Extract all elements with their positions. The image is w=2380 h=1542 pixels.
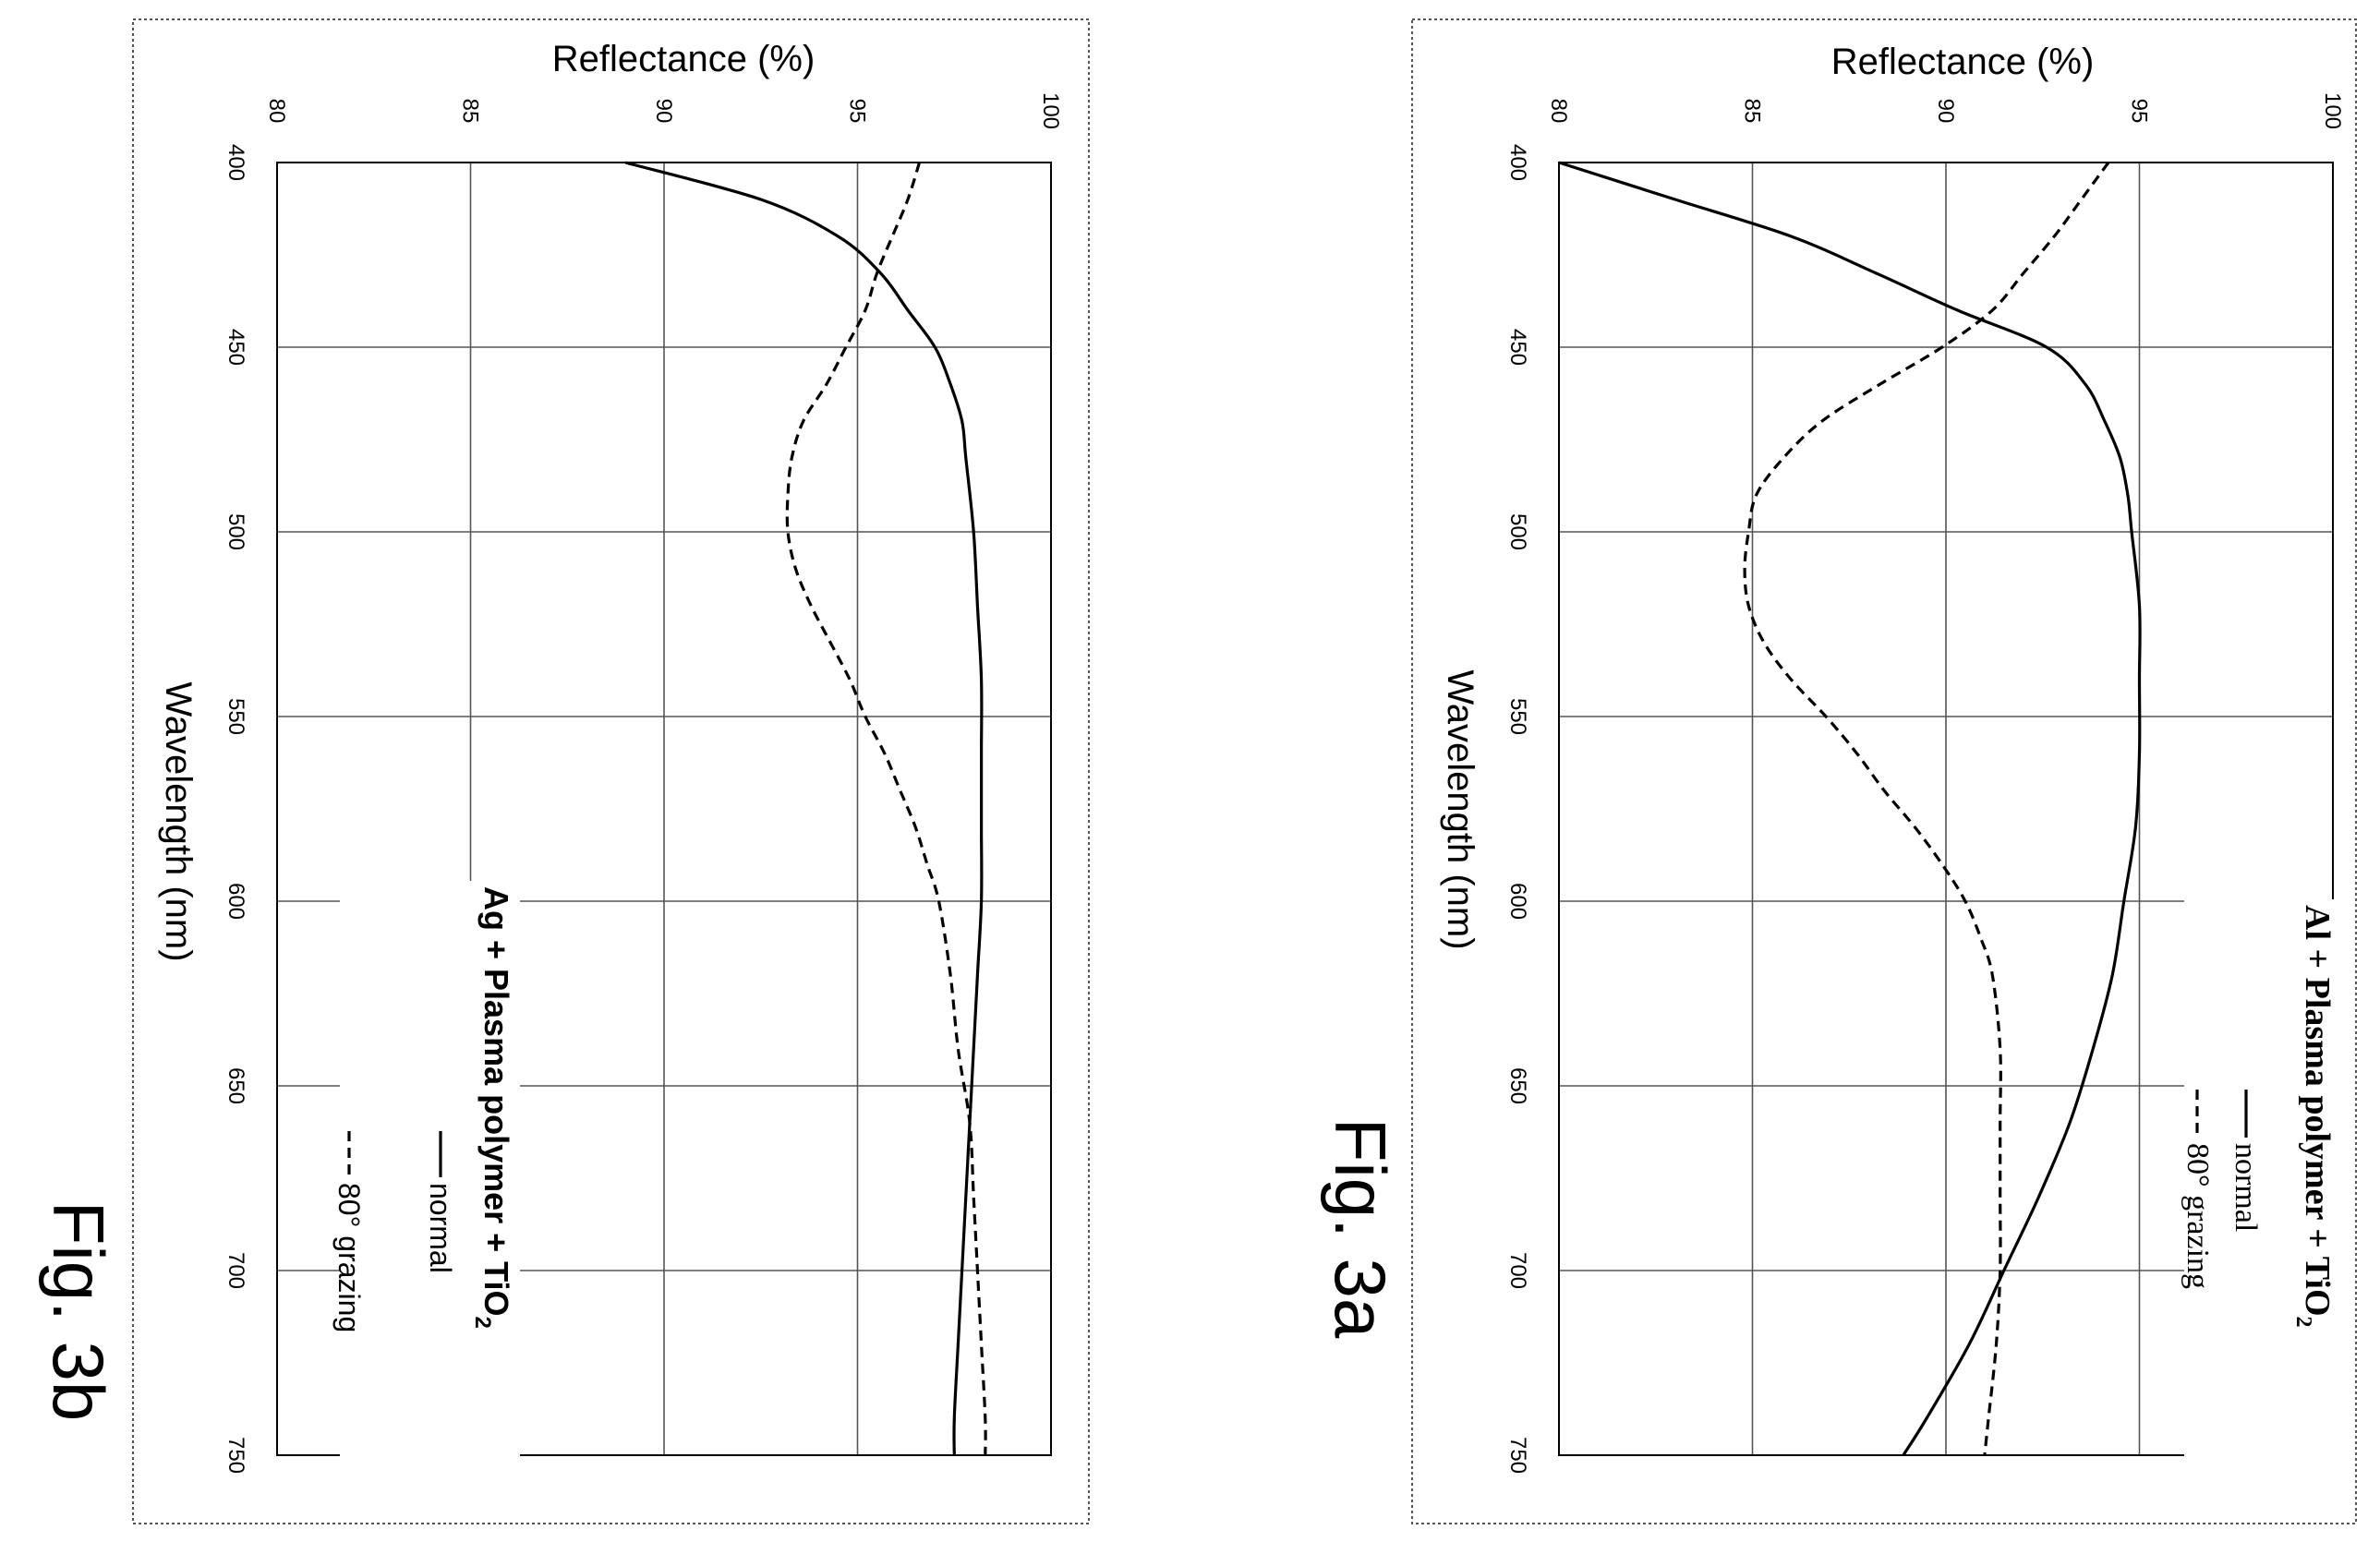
wavelength-tick-label: 550 (224, 698, 248, 735)
figure-3b-series (624, 161, 987, 1456)
figure-3b: 400 450 500 550 600 650 700 750 80 85 90 95 100 Ref… (38, 18, 1090, 1524)
wavelength-tick-label: 750 (224, 1437, 248, 1474)
figure-3b-legend-grazing-label: 80° grazing (332, 1183, 366, 1332)
reflectance-tick-label: 80 (264, 99, 289, 124)
figure-3b-wavelength-axis-label: Wavelength (nm) (158, 681, 199, 961)
figure-3b-legend-title: Ag + Plasma polymer + TiO2 (470, 886, 515, 1329)
reflectance-tick-label: 80 (1546, 99, 1571, 124)
figure-3b-legend-normal-label: normal (424, 1183, 457, 1273)
fig3b-series-grazing-line (785, 162, 987, 1456)
figure-3b-frame (132, 18, 1090, 1524)
reflectance-tick-label: 85 (1740, 99, 1765, 124)
figure-3a-label: Fig. 3a (1320, 1118, 1401, 1339)
fig3a-series-normal-line (1558, 161, 2142, 1456)
figure-3a-wavelength-axis-label: Wavelength (nm) (1440, 669, 1480, 949)
fig3a-series-grazing-line (1743, 162, 2110, 1456)
wavelength-tick-label: 500 (224, 513, 248, 550)
figure-3b-wavelength-ticks: 400 450 500 550 600 650 700 750 (224, 144, 248, 1474)
wavelength-tick-label: 700 (224, 1252, 248, 1289)
figure-3a-wavelength-ticks: 400 450 500 550 600 650 700 750 (1505, 144, 1530, 1474)
figure-3b-legend-background (340, 881, 520, 1458)
figure-3a-legend-title: Al + Plasma polymer + TiO2 (2291, 905, 2337, 1328)
wavelength-tick-label: 550 (1505, 698, 1530, 735)
figure-3a: 400 450 500 550 600 650 700 750 80 85 90 95 100 Ref… (1320, 18, 2357, 1524)
figure-3a-legend-title-subscript: 2 (2291, 1317, 2315, 1328)
figure-3b-legend-title-main: Ag + Plasma polymer + TiO (477, 886, 515, 1317)
figure-3b-plot-area: 400 450 500 550 600 650 700 750 80 85 90 95 100 (224, 92, 1063, 1474)
reflectance-tick-label: 100 (1038, 92, 1063, 129)
wavelength-tick-label: 400 (1505, 144, 1530, 181)
wavelength-tick-label: 650 (1505, 1067, 1530, 1104)
figure-3b-label: Fig. 3b (38, 1201, 119, 1421)
figure-3a-legend-title-main: Al + Plasma polymer + TiO (2298, 905, 2337, 1317)
wavelength-tick-label: 400 (224, 144, 248, 181)
wavelength-tick-label: 600 (1505, 883, 1530, 920)
reflectance-tick-label: 90 (651, 99, 676, 124)
fig3b-series-normal-line (624, 161, 984, 1456)
reflectance-tick-label: 95 (2127, 99, 2152, 124)
reflectance-tick-label: 90 (1933, 99, 1958, 124)
wavelength-tick-label: 500 (1505, 513, 1530, 550)
figure-3a-legend: Al + Plasma polymer + TiO2 normal 80° gr… (2181, 899, 2341, 1463)
figure-3b-reflectance-ticks: 80 85 90 95 100 (264, 92, 1063, 129)
wavelength-tick-label: 450 (224, 329, 248, 366)
wavelength-tick-label: 700 (1505, 1252, 1530, 1289)
reflectance-tick-label: 95 (845, 99, 870, 124)
wavelength-tick-label: 450 (1505, 329, 1530, 366)
figure-3a-series (1558, 161, 2142, 1456)
figure-3a-legend-grazing-label: 80° grazing (2181, 1143, 2215, 1289)
wavelength-tick-label: 600 (224, 883, 248, 920)
figure-3a-reflectance-axis-label: Reflectance (%) (1831, 42, 2095, 82)
figure-3b-plot-border (276, 162, 1052, 1456)
figure-3a-frame (1411, 18, 2357, 1524)
reflectance-tick-label: 85 (458, 99, 483, 124)
wavelength-tick-label: 650 (224, 1067, 248, 1104)
wavelength-tick-label: 750 (1505, 1437, 1530, 1474)
figure-3b-legend: Ag + Plasma polymer + TiO2 normal 80° gr… (332, 881, 520, 1458)
figure-3b-reflectance-axis-label: Reflectance (%) (552, 39, 815, 79)
figure-3a-legend-background (2184, 899, 2341, 1463)
reflectance-tick-label: 100 (2320, 92, 2345, 129)
figure-3a-reflectance-ticks: 80 85 90 95 100 (1546, 92, 2345, 129)
figure-3b-legend-title-subscript: 2 (470, 1317, 495, 1329)
figure-3a-plot-border (1558, 162, 2334, 1456)
figure-3a-legend-normal-label: normal (2229, 1143, 2263, 1232)
